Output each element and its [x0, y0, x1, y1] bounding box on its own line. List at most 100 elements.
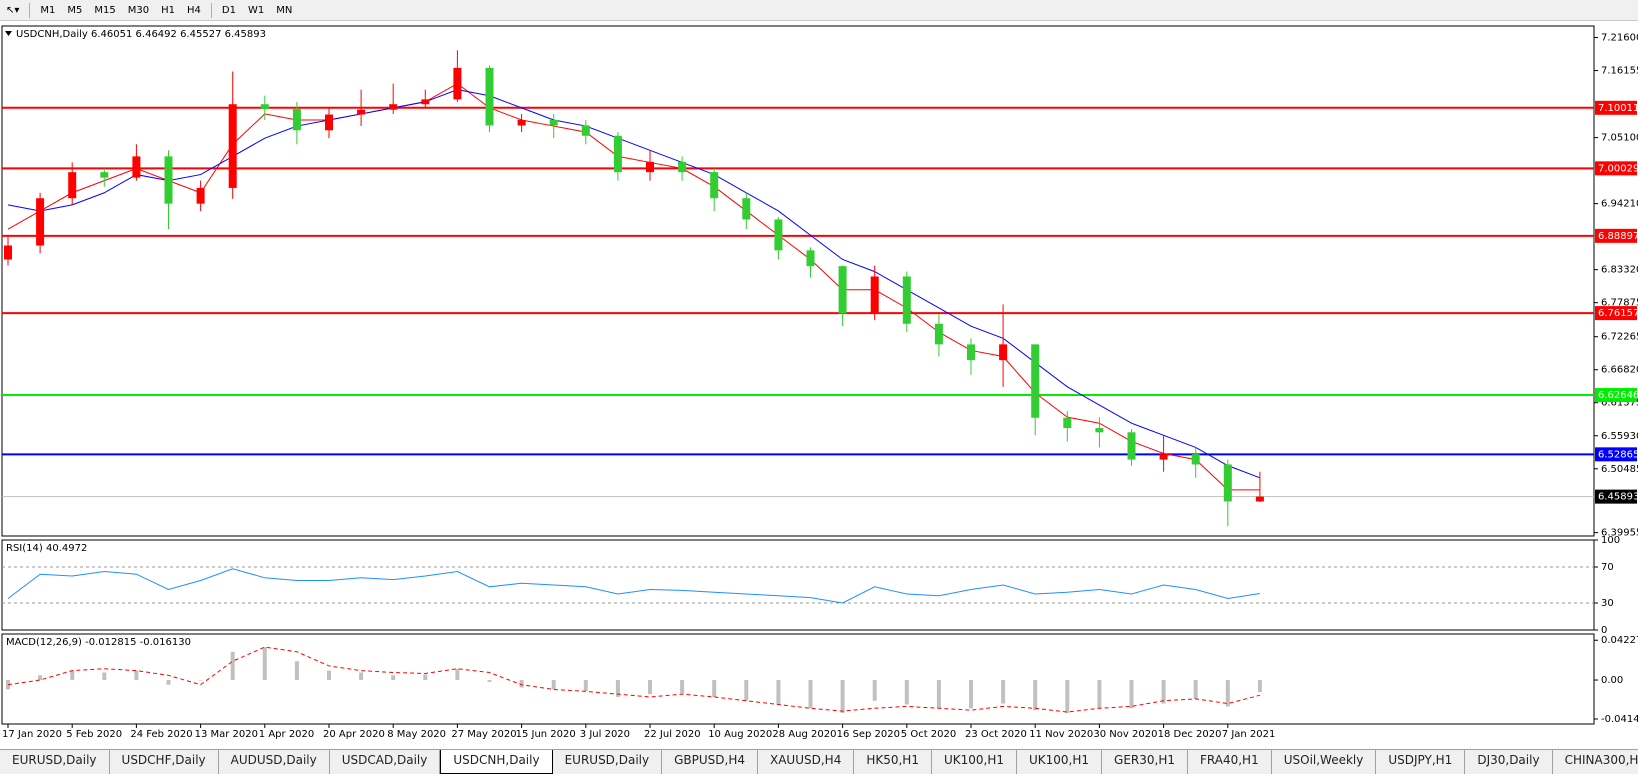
chart-tab[interactable]: USDCNH,Daily [440, 750, 553, 774]
y-tick-label: 0.00 [1601, 675, 1623, 686]
x-tick-label: 23 Oct 2020 [965, 729, 1027, 740]
y-tick-label: 70 [1601, 562, 1614, 573]
level-label-box [1595, 161, 1637, 176]
chart-tab[interactable]: EURUSD,Daily [553, 750, 663, 774]
macd-bar [1257, 680, 1262, 693]
timeframe-button[interactable]: M5 [67, 4, 83, 16]
chart-tab[interactable]: USDJPY,H1 [1376, 750, 1466, 774]
y-tick-label: 6.50485 [1601, 464, 1638, 475]
macd-bar [519, 680, 524, 688]
timeframe-button[interactable]: D1 [221, 4, 236, 16]
macd-bar [198, 680, 203, 681]
y-tick-label: -0.0414 [1601, 714, 1638, 725]
candle-body [453, 67, 462, 100]
level-label-box [1595, 100, 1637, 115]
timeframe-button[interactable]: M15 [94, 4, 116, 16]
chart-tabs: EURUSD,Daily USDCHF,Daily AUDUSD,Daily USDC… [0, 749, 1638, 774]
candle-body [421, 99, 430, 105]
y-tick-label: 6.83320 [1601, 265, 1638, 276]
timeframe-button[interactable]: M30 [127, 4, 150, 16]
macd-bar [1161, 680, 1166, 704]
chart-tab[interactable]: UK100,H1 [1017, 750, 1103, 774]
x-tick-label: 22 Jul 2020 [644, 729, 701, 740]
macd-bar [1065, 680, 1070, 713]
macd-bar [391, 675, 396, 681]
candle-body [1191, 454, 1200, 465]
chart-tab[interactable]: AUDUSD,Daily [219, 750, 330, 774]
y-tick-label: 6.94210 [1601, 199, 1638, 210]
y-tick-label: 30 [1601, 598, 1614, 609]
x-tick-label: 28 Aug 2020 [772, 729, 836, 740]
price-label: 6.45893 [1598, 492, 1638, 503]
macd-bar [1097, 680, 1102, 709]
chart-tab[interactable]: EURUSD,Daily [0, 750, 110, 774]
chart-tab[interactable]: USDCHF,Daily [110, 750, 219, 774]
macd-bar [134, 670, 139, 681]
panel-frame [1, 539, 1595, 631]
macd-bar [840, 680, 845, 713]
timeframe-button[interactable]: H4 [187, 4, 201, 16]
macd-bar [808, 680, 813, 709]
macd-bar [615, 680, 620, 697]
y-tick-label: 6.61375 [1601, 398, 1638, 409]
x-tick-label: 17 Jan 2020 [2, 729, 62, 740]
timeframe-button[interactable]: M1 [40, 4, 56, 16]
y-tick-label: 7.05100 [1601, 133, 1638, 144]
x-tick-label: 5 Oct 2020 [901, 729, 956, 740]
panel-frame [1, 633, 1595, 725]
moving-average [7, 89, 1261, 479]
chart-tab[interactable]: DJ30,Daily [1465, 750, 1553, 774]
price-label-box [1595, 489, 1637, 504]
chart-tab[interactable]: CHINA300,H1 [1553, 750, 1638, 774]
candle-body [132, 156, 141, 178]
macd-bar [551, 680, 556, 690]
candle-body [1127, 432, 1136, 460]
macd-signal [7, 646, 1261, 713]
timeframe-button[interactable]: H1 [161, 4, 176, 16]
candle-body [517, 119, 526, 126]
timeframe-group: D1 W1 MN [210, 2, 298, 18]
panel-frame [1, 25, 1595, 537]
x-tick-label: 30 Nov 2020 [1093, 729, 1157, 740]
macd-bar [294, 661, 299, 681]
macd-bar [936, 680, 941, 709]
macd-bar [712, 680, 717, 697]
timeframe-button[interactable]: W1 [247, 4, 265, 16]
candle-body [999, 344, 1008, 361]
chart-tab[interactable]: GBPUSD,H4 [662, 750, 758, 774]
panel-title: RSI(14) 40.4972 [6, 543, 87, 554]
macd-bar [327, 670, 331, 681]
candle-body [228, 104, 237, 188]
chart-tab[interactable]: FRA40,H1 [1188, 750, 1272, 774]
y-tick-label: 7.21600 [1601, 33, 1638, 44]
toolbar-icon[interactable]: ↖▾ [6, 4, 20, 16]
chart-tab[interactable]: USDCAD,Daily [330, 750, 441, 774]
macd-bar [166, 680, 171, 685]
macd-bar [1193, 680, 1198, 699]
y-tick-label: 6.72265 [1601, 332, 1638, 343]
level-label-box [1595, 388, 1637, 403]
chart-tab[interactable]: UK100,H1 [932, 750, 1017, 774]
macd-bar [423, 674, 428, 681]
candle-body [838, 266, 847, 314]
level-label: 6.62646 [1598, 390, 1638, 401]
candle-body [549, 119, 558, 126]
macd-bar [904, 680, 909, 705]
y-tick-label: 6.66820 [1601, 365, 1638, 376]
candle-body [613, 135, 622, 173]
chart-tab[interactable]: GER30,H1 [1102, 750, 1188, 774]
chart-tab[interactable]: XAUUSD,H4 [758, 750, 855, 774]
level-label: 7.10011 [1598, 103, 1638, 114]
candle-body [710, 172, 719, 199]
candle-body [36, 198, 45, 246]
candle-body [774, 219, 783, 251]
candle-body [1031, 344, 1040, 418]
timeframe-button[interactable]: MN [276, 4, 293, 16]
panel-title: USDCNH,Daily 6.46051 6.46492 6.45527 6.4… [16, 29, 266, 40]
chart-tab[interactable]: HK50,H1 [854, 750, 932, 774]
level-label-box [1595, 447, 1637, 462]
candle-body [325, 114, 333, 131]
y-tick-label: 6.39955 [1601, 528, 1638, 539]
chart-tab[interactable]: USOil,Weekly [1272, 750, 1377, 774]
level-label-box [1595, 306, 1637, 321]
